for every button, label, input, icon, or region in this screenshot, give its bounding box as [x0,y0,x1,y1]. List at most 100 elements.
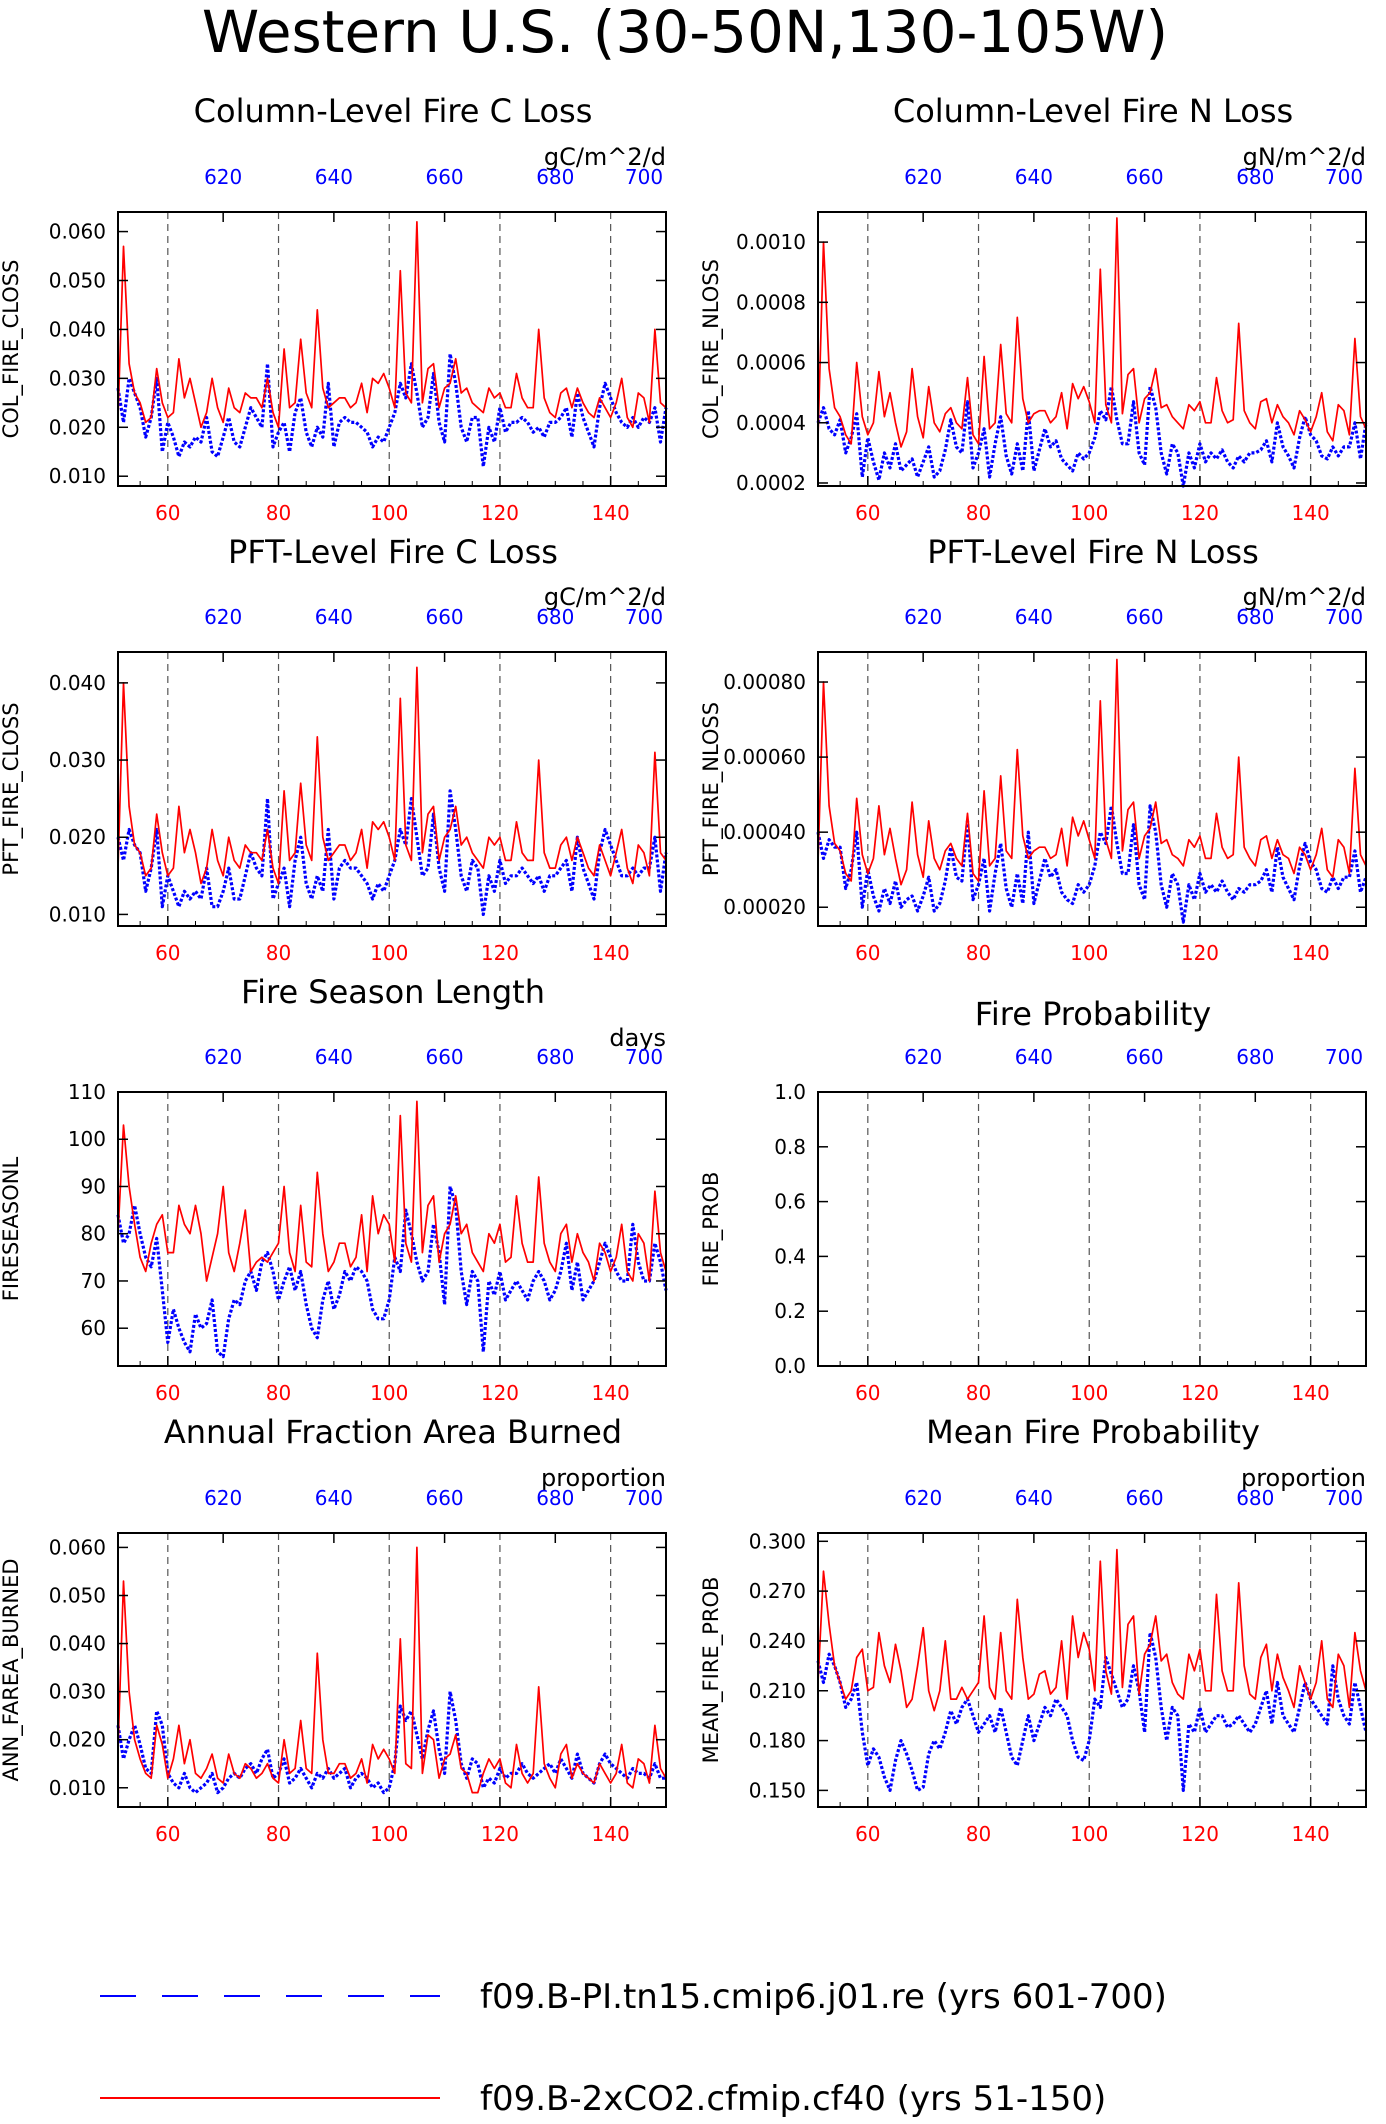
x-tick-label: 100 [1070,1822,1108,1846]
top-tick-label: 640 [1015,165,1053,189]
y-tick-label: 0.240 [749,1629,806,1653]
y-tick-label: 0.0006 [736,351,806,375]
y-tick-label: 0.050 [49,269,106,293]
units-label: proportion [1241,1464,1366,1492]
top-tick-label: 660 [425,165,463,189]
top-tick-label: 660 [1125,1045,1163,1069]
x-tick-label: 60 [155,1822,180,1846]
x-tick-label: 80 [266,1381,291,1405]
top-tick-label: 680 [1236,1486,1274,1510]
top-tick-label: 680 [1236,605,1274,629]
series-line-51-150 [117,220,667,429]
x-tick-label: 100 [370,941,408,965]
x-tick-label: 120 [1181,1381,1219,1405]
top-tick-label: 620 [904,1045,942,1069]
x-tick-label: 140 [592,1381,630,1405]
y-tick-label: 0.270 [749,1579,806,1603]
top-tick-label: 680 [536,1486,574,1510]
y-tick-label: 0.0008 [736,290,806,314]
top-tick-label: 660 [425,1486,463,1510]
chart-panel-5: Fire Probability 60 80 100 120 140 620 640 660 68… [699,995,1367,1405]
y-tick-label: 0.020 [49,1728,106,1752]
series-line-51-150 [117,1546,667,1794]
top-tick-label: 680 [1236,165,1274,189]
x-tick-label: 140 [1292,1822,1330,1846]
y-tick-label: 0.0010 [736,230,806,254]
top-tick-label: 640 [315,1486,353,1510]
x-tick-label: 80 [966,1822,991,1846]
x-tick-label: 60 [155,941,180,965]
top-tick-label: 700 [1325,165,1363,189]
units-label: gN/m^2/d [1243,143,1366,171]
y-tick-label: 0.00080 [723,670,806,694]
x-tick-label: 140 [1292,1381,1330,1405]
y-tick-label: 0.040 [49,317,106,341]
top-tick-label: 660 [425,1045,463,1069]
legend: f09.B-PI.tn15.cmip6.j01.re (yrs 601-700)… [100,1977,1167,2119]
y-tick-label: 0.010 [49,464,106,488]
top-tick-label: 700 [625,1486,663,1510]
x-tick-label: 60 [855,1822,880,1846]
units-label: gN/m^2/d [1243,583,1366,611]
y-tick-label: 0.300 [749,1529,806,1553]
x-tick-label: 140 [592,501,630,525]
y-axis-label: PFT_FIRE_CLOSS [0,702,24,875]
x-tick-label: 100 [370,501,408,525]
chart-panel-6: Annual Fraction Area Burned proportion 60 8… [0,1413,667,1846]
y-tick-label: 0.010 [49,1776,106,1800]
legend-label-pi: f09.B-PI.tn15.cmip6.j01.re (yrs 601-700) [480,1977,1167,2017]
y-tick-label: 0.00040 [723,820,806,844]
x-tick-label: 100 [1070,941,1108,965]
top-tick-label: 680 [536,165,574,189]
x-tick-label: 60 [155,1381,180,1405]
chart-panel-1: Column-Level Fire N Loss gN/m^2/d 60 80 100 1… [699,92,1368,525]
x-tick-label: 140 [1292,501,1330,525]
top-tick-label: 680 [536,1045,574,1069]
chart-panel-7: Mean Fire Probability proportion 60 80 100 12… [699,1413,1368,1846]
top-tick-label: 660 [1125,605,1163,629]
y-axis-label: ANN_FAREA_BURNED [0,1558,24,1781]
y-tick-label: 0.030 [49,748,106,772]
y-tick-label: 0.180 [749,1729,806,1753]
y-tick-label: 0.030 [49,366,106,390]
y-tick-label: 110 [68,1080,106,1104]
y-tick-label: 0.6 [774,1190,806,1214]
x-tick-label: 120 [1181,501,1219,525]
series-line-601-700 [116,1689,666,1795]
x-tick-label: 80 [266,501,291,525]
y-tick-label: 0.050 [49,1583,106,1607]
units-label: days [609,1024,666,1052]
y-tick-label: 0.150 [749,1778,806,1802]
y-tick-label: 0.8 [774,1135,806,1159]
y-axis-label: FIRE_PROB [699,1172,724,1287]
top-tick-label: 660 [1125,165,1163,189]
x-tick-label: 120 [481,1381,519,1405]
top-tick-label: 700 [1325,1486,1363,1510]
x-tick-label: 80 [966,941,991,965]
chart-title: Column-Level Fire N Loss [893,92,1293,130]
y-tick-label: 0.0002 [736,471,806,495]
x-tick-label: 80 [966,1381,991,1405]
x-tick-label: 120 [1181,941,1219,965]
chart-panel-3: PFT-Level Fire N Loss gN/m^2/d 60 80 100 120 1… [699,533,1368,965]
y-tick-label: 70 [81,1269,106,1293]
x-tick-label: 100 [1070,1381,1108,1405]
top-tick-label: 620 [204,605,242,629]
y-tick-label: 80 [81,1222,106,1246]
series-line-51-150 [117,666,667,885]
x-tick-label: 140 [592,1822,630,1846]
top-tick-label: 640 [1015,1045,1053,1069]
chart-panel-2: PFT-Level Fire C Loss gC/m^2/d 60 80 100 120 1… [0,533,668,965]
top-tick-label: 620 [904,1486,942,1510]
top-tick-label: 680 [1236,1045,1274,1069]
y-tick-label: 0.030 [49,1680,106,1704]
plot-frame [817,1091,1367,1367]
series-line-51-150 [817,658,1367,886]
chart-title: Fire Probability [975,995,1211,1033]
top-tick-label: 700 [625,605,663,629]
y-tick-label: 0.2 [774,1299,806,1323]
top-tick-label: 640 [1015,1486,1053,1510]
series-line-601-700 [816,385,1368,488]
y-axis-label: MEAN_FIRE_PROB [699,1577,724,1764]
